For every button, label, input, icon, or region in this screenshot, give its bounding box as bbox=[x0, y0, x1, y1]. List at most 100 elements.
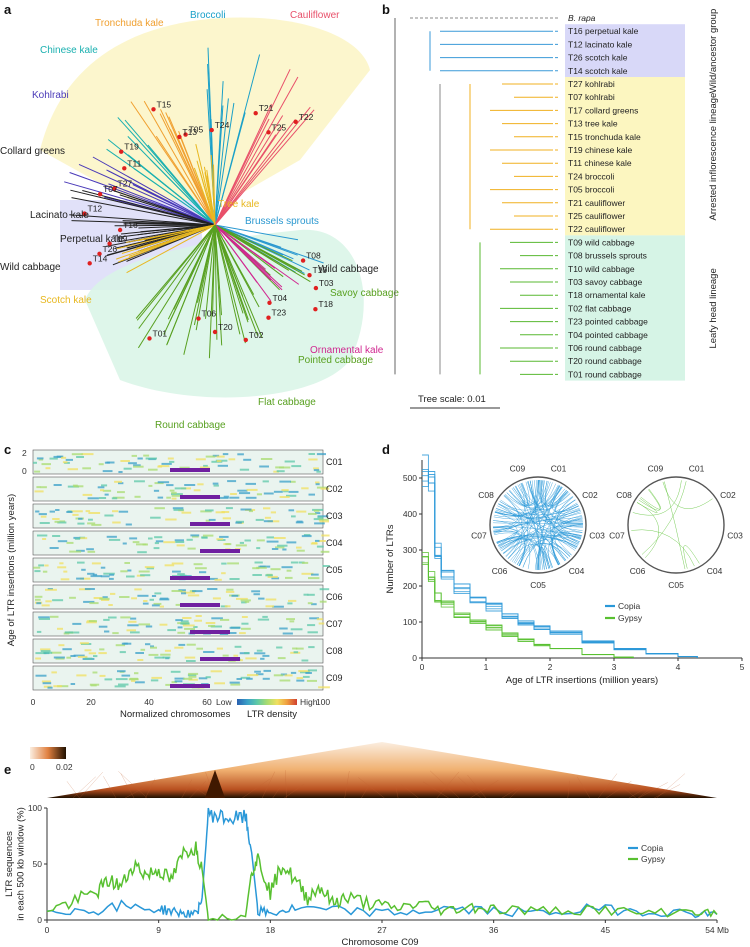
density-cell bbox=[153, 489, 160, 492]
density-cell bbox=[307, 602, 313, 605]
density-cell bbox=[265, 605, 274, 608]
tree-branch-128 bbox=[193, 224, 216, 326]
tip-marker bbox=[119, 149, 124, 154]
density-cell bbox=[118, 482, 124, 485]
density-cell bbox=[99, 597, 110, 600]
density-cell bbox=[290, 480, 296, 483]
density-cell bbox=[273, 674, 284, 677]
circos-link bbox=[664, 481, 686, 570]
density-cell bbox=[91, 523, 102, 526]
density-cell bbox=[252, 567, 260, 570]
tip-label-6: T17 collard greens bbox=[568, 105, 638, 115]
density-cell bbox=[266, 540, 279, 543]
tip-label: T01 bbox=[153, 328, 168, 338]
hic-texture bbox=[457, 776, 481, 799]
group-label-17: Round cabbage bbox=[155, 420, 226, 431]
density-cell bbox=[197, 483, 204, 486]
tip-label: T11 bbox=[127, 158, 141, 168]
density-cell bbox=[319, 520, 329, 523]
circos-link bbox=[550, 485, 567, 507]
density-cell bbox=[70, 655, 76, 657]
circos-link bbox=[549, 543, 567, 566]
density-cell bbox=[111, 497, 118, 500]
density-cell bbox=[215, 511, 225, 514]
density-cell bbox=[49, 510, 55, 513]
group-label-4: Kohlrabi bbox=[32, 90, 69, 101]
hic-texture bbox=[501, 786, 520, 799]
density-cell bbox=[303, 534, 311, 536]
circos-label: C02 bbox=[720, 490, 736, 500]
density-cell bbox=[276, 470, 285, 473]
density-cell bbox=[229, 496, 240, 499]
group-label-16: Flat cabbage bbox=[258, 397, 316, 408]
density-cell bbox=[171, 494, 184, 497]
density-cell bbox=[45, 467, 51, 470]
density-cell bbox=[150, 679, 159, 682]
density-cell bbox=[290, 671, 297, 674]
density-cell bbox=[318, 518, 329, 521]
circos-link bbox=[521, 483, 568, 507]
e-legend-label: Copia bbox=[641, 843, 663, 853]
density-cell bbox=[126, 575, 135, 578]
density-cell bbox=[214, 578, 222, 581]
density-cell bbox=[307, 593, 315, 596]
circos-link bbox=[543, 480, 584, 524]
tip-label-26: T01 round cabbage bbox=[568, 369, 642, 379]
density-cell bbox=[271, 548, 279, 550]
density-cell bbox=[40, 486, 47, 489]
density-cell bbox=[121, 642, 132, 645]
hic-texture bbox=[120, 773, 135, 799]
density-cell bbox=[301, 535, 312, 538]
density-cell bbox=[174, 680, 183, 683]
tree-branch-9 bbox=[165, 112, 216, 226]
density-cell bbox=[212, 597, 221, 600]
density-cell bbox=[171, 562, 184, 565]
density-cell bbox=[159, 605, 164, 608]
hic-texture bbox=[118, 771, 148, 799]
tip-label-0: T16 perpetual kale bbox=[568, 26, 639, 36]
density-cell bbox=[286, 569, 292, 572]
density-cell bbox=[192, 535, 199, 538]
hic-texture bbox=[145, 778, 156, 799]
density-cell bbox=[92, 671, 98, 674]
density-cell bbox=[92, 573, 98, 576]
d-ytick: 300 bbox=[403, 545, 417, 555]
e-xtick: 36 bbox=[489, 925, 499, 935]
circos-link bbox=[683, 545, 700, 569]
circos-link bbox=[552, 524, 584, 565]
circos-link bbox=[534, 515, 582, 570]
density-cell bbox=[212, 482, 219, 485]
circos-link bbox=[498, 503, 579, 516]
density-cell bbox=[180, 620, 189, 623]
density-cell bbox=[208, 624, 216, 627]
density-cell bbox=[314, 522, 325, 525]
density-cell bbox=[86, 621, 97, 624]
density-cell bbox=[244, 600, 250, 603]
density-cell bbox=[301, 659, 309, 662]
density-cell bbox=[134, 480, 145, 483]
e-legend-label: Gypsy bbox=[641, 854, 666, 864]
tip-label: T27 bbox=[118, 178, 133, 188]
density-cell bbox=[81, 453, 94, 456]
tree-branch-55 bbox=[69, 214, 216, 226]
density-cell bbox=[211, 617, 223, 620]
density-cell bbox=[187, 674, 197, 677]
density-cell bbox=[308, 646, 315, 649]
density-cell bbox=[71, 453, 83, 456]
density-cell bbox=[157, 465, 163, 468]
tip-marker bbox=[97, 192, 103, 197]
density-cell bbox=[180, 622, 190, 625]
density-cell bbox=[98, 652, 107, 655]
centromere-bar bbox=[170, 684, 210, 688]
tip-label-13: T21 cauliflower bbox=[568, 198, 625, 208]
density-cell bbox=[222, 517, 231, 520]
density-cell bbox=[163, 541, 176, 544]
density-cell bbox=[265, 598, 277, 601]
density-cell bbox=[106, 461, 115, 464]
hic-texture bbox=[261, 771, 276, 799]
density-cell bbox=[273, 490, 283, 493]
density-cell bbox=[49, 547, 59, 549]
density-cell bbox=[120, 616, 131, 619]
density-cell bbox=[128, 678, 139, 681]
